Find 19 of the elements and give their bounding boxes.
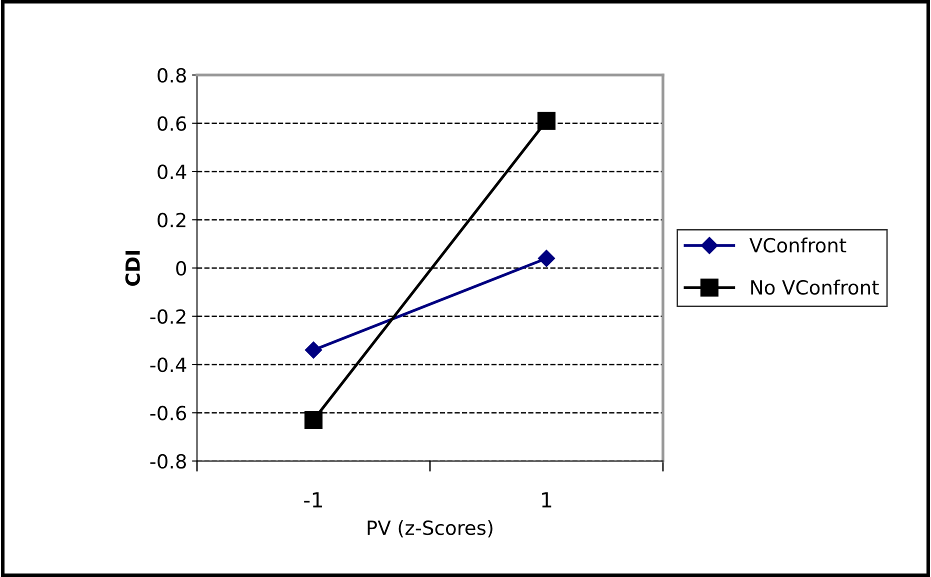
x-axis-title: PV (z-Scores) [368, 520, 492, 538]
x-tick-label: 1 [542, 492, 552, 508]
point [538, 250, 556, 267]
y-tick-label: -0.2 [150, 309, 186, 324]
y-tick-label: 0.8 [158, 68, 186, 83]
y-tick-label: 0.2 [158, 212, 186, 228]
y-tick-label: -0.6 [150, 406, 186, 420]
point [304, 410, 323, 430]
y-tick-label: 0.6 [158, 116, 186, 131]
y-axis-title: CDI [125, 250, 140, 286]
legend-label: No VConfront [751, 280, 879, 295]
point [304, 341, 322, 359]
legend-label: VConfront [749, 238, 846, 253]
y-tick-label: -0.4 [150, 357, 186, 372]
y-tick-label: 0 [176, 260, 186, 276]
x-tick-label: -1 [304, 492, 322, 508]
point [537, 112, 556, 130]
y-tick-label: -0.8 [150, 454, 186, 469]
y-tick-label: 0.4 [158, 164, 186, 180]
